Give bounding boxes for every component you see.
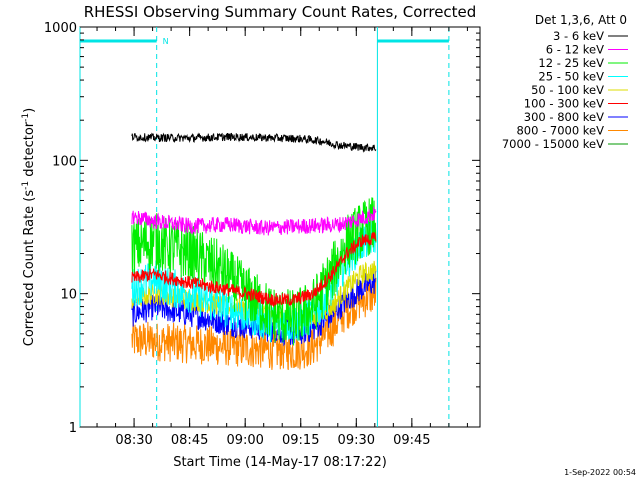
x-tick-label: 09:15 xyxy=(282,433,319,448)
x-tick-label: 08:45 xyxy=(171,433,208,448)
x-tick-label: 09:00 xyxy=(226,433,263,448)
night-annotation: N xyxy=(163,37,169,46)
series-line-7 xyxy=(131,277,377,371)
y-tick-label: 1000 xyxy=(44,21,77,36)
legend-label: 800 - 7000 keV xyxy=(516,124,604,138)
series-line-0 xyxy=(131,132,377,153)
y-tick-label: 1 xyxy=(69,421,77,436)
x-tick-label: 09:30 xyxy=(338,433,375,448)
y-axis-ticks: 1 10 100 1000 xyxy=(44,21,480,436)
plot-area: N xyxy=(79,26,481,428)
series-line-1 xyxy=(131,206,377,236)
legend-label: 25 - 50 keV xyxy=(538,70,604,84)
legend-label: 50 - 100 keV xyxy=(531,83,604,97)
series-line-2 xyxy=(131,197,377,346)
y-tick-label: 100 xyxy=(52,154,77,169)
series-line-5 xyxy=(131,232,377,308)
y-axis-label: Corrected Count Rate (s-1 detector-1) xyxy=(21,108,37,346)
legend-label: 3 - 6 keV xyxy=(553,29,604,43)
x-axis-ticks: 08:30 08:45 09:00 09:15 09:30 09:45 xyxy=(96,27,468,448)
legend-label: 300 - 800 keV xyxy=(524,110,604,124)
x-tick-label: 08:30 xyxy=(115,433,152,448)
legend-label: 100 - 300 keV xyxy=(524,97,604,111)
legend-label: 6 - 12 keV xyxy=(546,43,604,57)
legend-label: 7000 - 15000 keV xyxy=(502,137,604,151)
y-tick-label: 10 xyxy=(60,288,77,303)
timestamp: 1-Sep-2022 00:54 xyxy=(564,468,636,477)
series-layer xyxy=(131,132,377,371)
legend-label: 12 - 25 keV xyxy=(538,56,604,70)
chart-title: RHESSI Observing Summary Count Rates, Co… xyxy=(84,3,477,21)
x-axis-label: Start Time (14-May-17 08:17:22) xyxy=(173,455,387,470)
legend-title: Det 1,3,6, Att 0 xyxy=(535,13,627,27)
annotation-layer: N xyxy=(79,27,450,427)
x-tick-label: 09:45 xyxy=(393,433,430,448)
